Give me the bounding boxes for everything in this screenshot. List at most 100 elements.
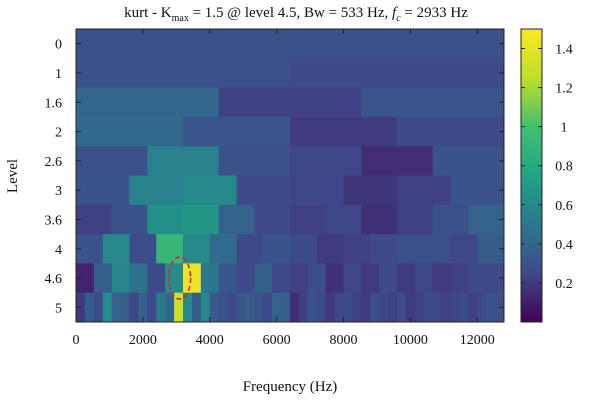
y-tick-label: 4.6 [45,272,63,287]
heatmap-cell [361,87,505,118]
heatmap-cell [450,175,505,206]
heatmap-cell [174,292,184,323]
y-tick-label: 2 [55,126,62,141]
heatmap-cell [165,292,175,323]
heatmap-cell [361,146,434,176]
heatmap-cell [84,292,95,323]
heatmap-cell [290,234,318,264]
title-middle: = 1.5 @ level 4.5, Bw = 533 Hz, [189,5,392,21]
y-tick-label: 2.6 [45,155,63,170]
y-tick-label: 1 [55,67,62,82]
heatmap-cell [432,263,451,294]
y-tick-label: 0 [55,38,62,53]
heatmap-cell [388,292,398,323]
heatmap-cell [218,263,237,294]
heatmap-cell [343,234,371,264]
heatmap-cell [486,263,505,294]
heatmap-cell [325,263,344,294]
x-tick-label: 6000 [263,333,291,348]
heatmap-cell [138,292,148,323]
heatmap-cell [263,234,291,264]
x-tick-label: 8000 [330,333,358,348]
heatmap-cell [307,263,327,294]
heatmap-cell [191,292,202,323]
heatmap-cell [405,292,416,323]
heatmap-cell [200,263,220,294]
heatmap-cell [102,234,130,264]
heatmap-cell [183,175,237,206]
heatmap-cell [76,58,291,89]
heatmap-cell [93,263,113,294]
heatmap-cell [147,204,184,235]
heatmap-cell [183,234,211,264]
x-tick-label: 10000 [393,333,428,348]
heatmap-cell [370,292,380,323]
heatmap-cell [397,234,425,264]
heatmap-cell [111,204,148,235]
heatmap-cell [397,175,451,206]
heatmap-cell [468,263,487,294]
y-axis: 0 1 1.6 2 2.6 3 3.6 4 4.6 5 [45,38,504,316]
heatmap-cell [156,292,166,323]
heatmap-cell [361,263,380,294]
colorbar-tick-label: 0.2 [555,277,573,292]
heatmap-cell [316,292,327,323]
heatmap-cell [209,292,220,323]
heatmap-cell [432,292,443,323]
heatmap-cell [334,292,344,323]
heatmap-cell [218,292,229,323]
heatmap-cell [298,292,309,323]
heatmap-cell [263,292,273,323]
heatmap-cell [254,204,291,235]
heatmap-cell [325,292,336,323]
heatmap-cell [370,234,398,264]
x-axis: 0 2000 4000 6000 8000 10000 12000 [73,29,495,348]
x-tick-label: 12000 [460,333,495,348]
heatmap-cell [290,263,309,294]
heatmap-cell [218,87,362,118]
heatmap-cell [468,204,505,235]
heatmap-cell [450,234,478,264]
heatmap-cell [183,292,193,323]
heatmap-cell [183,263,202,294]
heatmap-cell [450,263,469,294]
heatmap-cell [156,234,184,264]
plot-frame [75,28,505,323]
peak-marker-layer [167,256,192,300]
heatmap-cell [76,29,505,59]
heatmap-cell [361,204,398,235]
heatmap-cell [76,204,113,235]
heatmap-cell [290,292,300,323]
heatmap-cell [486,292,496,323]
heatmap-cell [129,175,184,206]
heatmap-cell [102,292,113,323]
y-axis-title: Level [5,159,21,193]
heatmap-cell [290,175,344,206]
title-sub: max [172,13,189,24]
heatmap-cell [218,146,291,176]
heatmap-cell [361,292,371,323]
colorbar-tick-label: 1.4 [555,43,573,58]
heatmap-cell [254,292,264,323]
heatmap-cell [76,87,220,118]
heatmap-cell [307,292,318,323]
heatmap-cell [129,234,157,264]
heatmap-cell [76,263,95,294]
heatmap-cell [379,263,398,294]
colorbar-tick-label: 1 [561,121,568,136]
colorbar-tick-label: 0.4 [555,238,573,253]
heatmap-cell [343,292,353,323]
heatmap-cell [129,263,148,294]
heatmap-cell [147,292,157,323]
heatmap-cell [290,146,362,176]
heatmap-cell [281,292,291,323]
heatmap-cell [397,263,416,294]
heatmap-cell [343,175,398,206]
peak-marker-ellipse [167,256,192,300]
heatmap-cell [93,292,104,323]
heatmap-cell [236,263,255,294]
heatmap-cells [76,29,505,323]
y-tick-label: 3 [55,184,62,199]
heatmap-cell [343,263,362,294]
